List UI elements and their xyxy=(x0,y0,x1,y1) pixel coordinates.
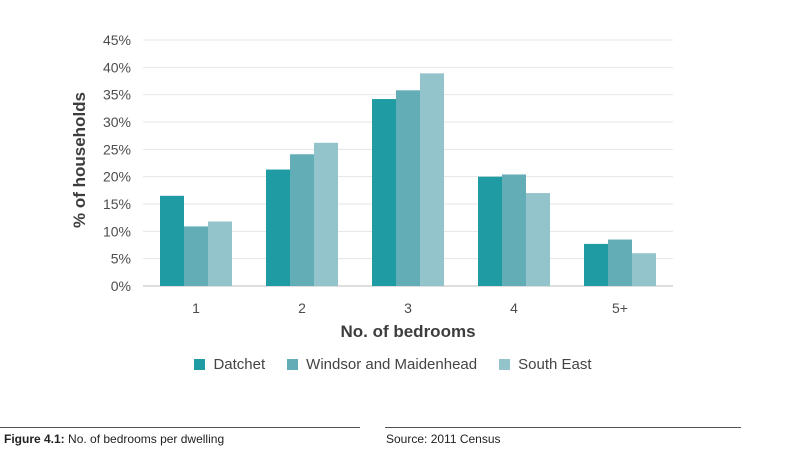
bar-windsor-and-maidenhead-2 xyxy=(290,154,314,286)
legend-label: Windsor and Maidenhead xyxy=(306,356,478,373)
legend-item-datchet: Datchet xyxy=(194,356,265,373)
legend: Datchet Windsor and Maidenhead South Eas… xyxy=(0,356,786,373)
bars xyxy=(160,73,656,286)
y-axis-title: % of households xyxy=(70,92,89,228)
x-tick-label: 4 xyxy=(510,300,518,316)
x-tick-label: 3 xyxy=(404,300,412,316)
y-tick-label: 25% xyxy=(103,141,131,157)
x-tick-label: 1 xyxy=(192,300,200,316)
bar-datchet-5plus xyxy=(584,243,608,286)
y-tick-label: 0% xyxy=(111,278,131,294)
legend-item-south-east: South East xyxy=(499,356,592,373)
y-tick-label: 20% xyxy=(103,169,131,185)
x-tick-label: 5+ xyxy=(612,300,628,316)
bar-datchet-4 xyxy=(478,176,502,286)
bar-datchet-3 xyxy=(372,99,396,286)
y-axis-ticks: 0% 5% 10% 15% 20% 25% 30% 35% 40% 45% xyxy=(103,32,131,294)
legend-label: Datchet xyxy=(213,356,266,373)
legend-swatch-south-east xyxy=(499,359,511,370)
y-tick-label: 15% xyxy=(103,196,131,212)
bar-datchet-1 xyxy=(160,195,184,286)
figure-label: Figure 4.1: xyxy=(4,432,65,446)
y-tick-label: 45% xyxy=(103,32,131,48)
bar-windsor-and-maidenhead-3 xyxy=(396,90,420,286)
legend-label: South East xyxy=(518,356,592,373)
bar-south-east-3 xyxy=(420,73,444,286)
y-tick-label: 30% xyxy=(103,114,131,130)
x-axis-ticks: 1 2 3 4 5+ xyxy=(192,300,628,316)
source-caption: Source: 2011 Census xyxy=(386,432,501,446)
legend-swatch-windsor xyxy=(287,359,299,370)
bar-south-east-5plus xyxy=(632,253,656,286)
figure-text: No. of bedrooms per dwelling xyxy=(68,432,225,446)
caption-rule-left xyxy=(0,427,360,428)
bar-windsor-and-maidenhead-5plus xyxy=(608,239,632,286)
figure-caption: Figure 4.1: No. of bedrooms per dwelling xyxy=(4,432,224,446)
bar-south-east-1 xyxy=(208,221,232,286)
y-tick-label: 40% xyxy=(103,59,131,75)
y-tick-label: 10% xyxy=(103,223,131,239)
legend-swatch-datchet xyxy=(194,359,206,370)
caption-rule-right xyxy=(385,427,741,428)
bar-south-east-2 xyxy=(314,142,338,286)
bar-datchet-2 xyxy=(266,169,290,286)
y-tick-label: 5% xyxy=(111,251,131,267)
x-tick-label: 2 xyxy=(298,300,306,316)
bar-chart: 0% 5% 10% 15% 20% 25% 30% 35% 40% 45% 1 2 3 4 5+ % of… xyxy=(70,32,673,341)
x-axis-title: No. of bedrooms xyxy=(340,322,475,341)
legend-item-windsor: Windsor and Maidenhead xyxy=(287,356,477,373)
y-tick-label: 35% xyxy=(103,87,131,103)
bar-windsor-and-maidenhead-1 xyxy=(184,226,208,286)
bar-south-east-4 xyxy=(526,193,550,286)
bar-windsor-and-maidenhead-4 xyxy=(502,174,526,286)
